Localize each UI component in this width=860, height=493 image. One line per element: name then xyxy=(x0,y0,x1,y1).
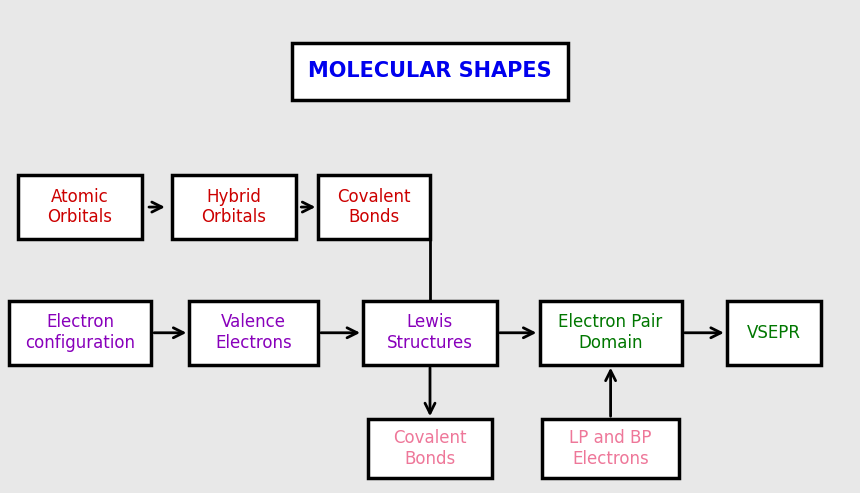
Text: Covalent
Bonds: Covalent Bonds xyxy=(393,429,467,468)
Text: LP and BP
Electrons: LP and BP Electrons xyxy=(569,429,652,468)
Bar xyxy=(540,301,681,365)
Bar xyxy=(727,301,821,365)
Text: Covalent
Bonds: Covalent Bonds xyxy=(337,188,411,226)
Bar xyxy=(18,175,142,239)
Text: Valence
Electrons: Valence Electrons xyxy=(215,314,292,352)
Text: MOLECULAR SHAPES: MOLECULAR SHAPES xyxy=(308,62,552,81)
Bar xyxy=(368,419,492,478)
Bar xyxy=(172,175,296,239)
Text: Electron Pair
Domain: Electron Pair Domain xyxy=(558,314,663,352)
Text: Electron
configuration: Electron configuration xyxy=(25,314,135,352)
Bar xyxy=(189,301,318,365)
Text: Lewis
Structures: Lewis Structures xyxy=(387,314,473,352)
Text: VSEPR: VSEPR xyxy=(747,324,801,342)
Bar xyxy=(363,301,497,365)
Bar xyxy=(542,419,679,478)
Text: Atomic
Orbitals: Atomic Orbitals xyxy=(47,188,113,226)
Bar xyxy=(318,175,430,239)
Bar xyxy=(292,43,568,100)
Text: Hybrid
Orbitals: Hybrid Orbitals xyxy=(201,188,267,226)
Bar xyxy=(9,301,150,365)
